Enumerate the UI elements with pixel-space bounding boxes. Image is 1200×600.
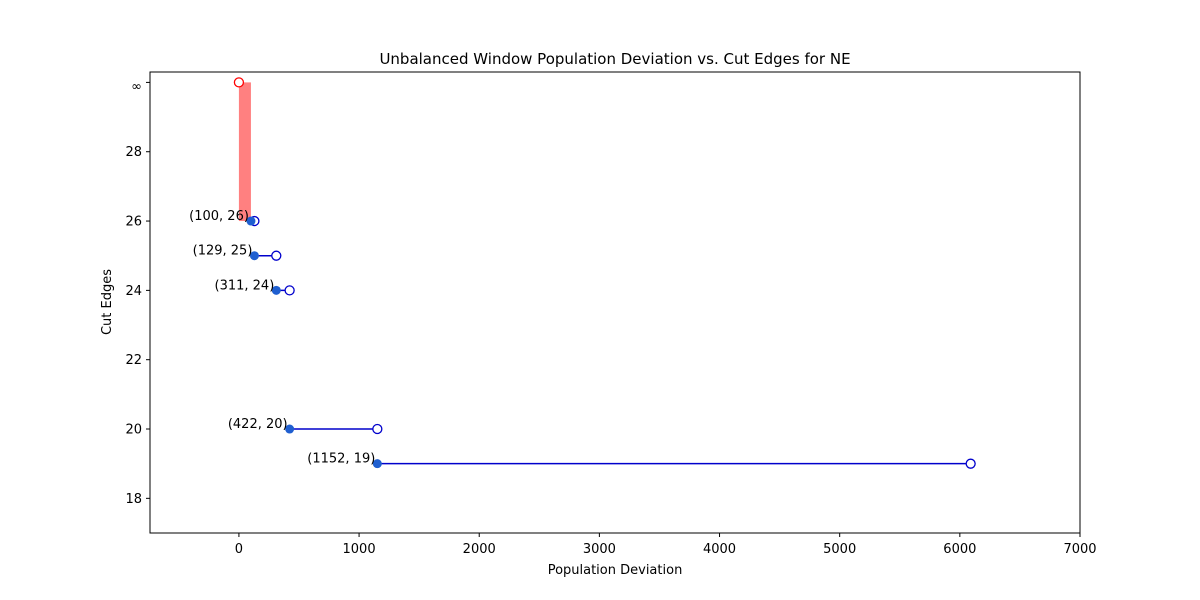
y-axis-title: Cut Edges <box>100 269 115 335</box>
plot-area: (100, 26) (129, 25) (311, 24) (422, 20) (115… <box>189 77 976 469</box>
window-end-open-point <box>372 423 383 435</box>
x-tick-label: 7000 <box>1063 542 1096 557</box>
window-annotation: (311, 24) <box>215 278 275 293</box>
window-end-open-point <box>284 285 295 296</box>
y-tick-label: 28 <box>125 145 142 160</box>
window-start-point <box>372 459 382 469</box>
x-tick-label: 1000 <box>343 542 376 557</box>
chart-title: Unbalanced Window Population Deviation v… <box>379 50 850 68</box>
y-tick-label-infinity: ∞ <box>131 79 142 94</box>
y-tick-label: 26 <box>125 215 142 230</box>
x-tick-label: 5000 <box>823 542 856 557</box>
window-start-point <box>249 251 259 261</box>
window-annotation: (422, 20) <box>228 417 288 432</box>
x-tick-label: 3000 <box>583 542 616 557</box>
infinity-open-point <box>233 77 245 88</box>
y-tick-label: 20 <box>125 423 142 438</box>
window-end-open-point <box>965 458 976 469</box>
x-tick-label: 0 <box>235 542 243 557</box>
x-tick-label: 4000 <box>703 542 736 557</box>
window-annotation: (129, 25) <box>193 244 253 259</box>
plot-frame <box>149 71 1081 534</box>
window-end-open-point <box>271 250 282 261</box>
window-annotation: (1152, 19) <box>307 452 375 467</box>
window-start-point <box>285 424 295 434</box>
axes: 0 1000 2000 3000 4000 5000 6000 7000 18 20 22 24 26 2… <box>125 79 1096 557</box>
infinity-window-bar <box>238 82 251 222</box>
window-start-point <box>271 285 281 295</box>
window-start-point <box>246 216 256 226</box>
y-tick-label: 24 <box>125 284 142 299</box>
x-tick-label: 6000 <box>943 542 976 557</box>
window-annotation: (100, 26) <box>189 209 249 224</box>
x-axis-title: Population Deviation <box>548 563 683 578</box>
x-tick-label: 2000 <box>463 542 496 557</box>
y-tick-label: 18 <box>125 492 142 507</box>
y-tick-label: 22 <box>125 353 142 368</box>
